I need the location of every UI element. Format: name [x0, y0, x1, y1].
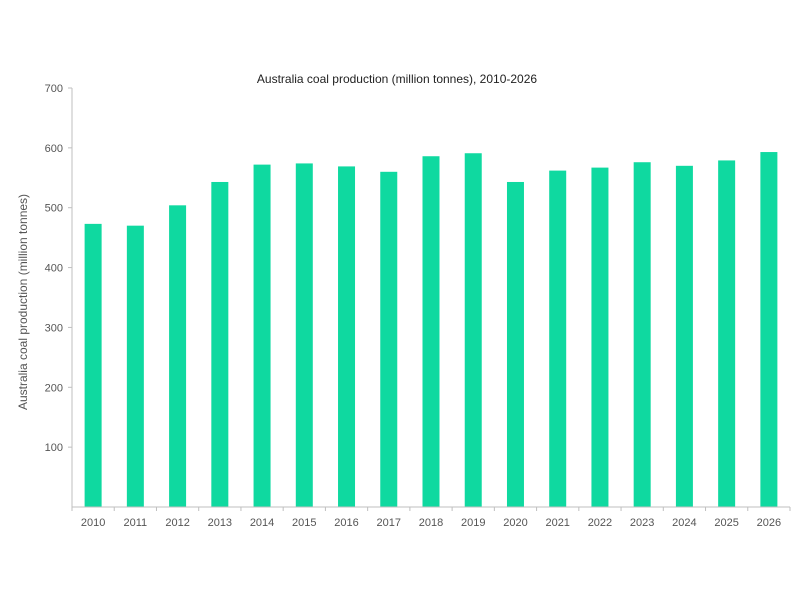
bars-group: [84, 152, 778, 508]
y-tick-label: 300: [45, 322, 63, 334]
x-tick-label: 2022: [588, 517, 612, 529]
x-tick-label: 2021: [545, 517, 569, 529]
bar-2023: [633, 162, 651, 508]
x-tick-label: 2019: [461, 517, 485, 529]
x-tick-label: 2024: [672, 517, 696, 529]
bar-2025: [718, 160, 736, 508]
x-tick-label: 2017: [377, 517, 401, 529]
bar-2016: [338, 166, 356, 508]
x-tick-label: 2023: [630, 517, 654, 529]
x-tick-label: 2015: [292, 517, 316, 529]
x-tick-label: 2011: [124, 517, 148, 529]
x-tick-label: 2010: [81, 517, 105, 529]
bar-2026: [760, 152, 778, 507]
x-axis: 2010 2011 2012 2013 2014 2015 2016 2017 2018 2019…: [71, 507, 791, 529]
bar-2021: [549, 170, 567, 508]
y-tick-label: 600: [45, 143, 63, 155]
bar-2018: [422, 156, 440, 508]
bar-2019: [464, 153, 482, 507]
y-tick-label: 400: [45, 263, 63, 275]
bar-2012: [169, 205, 187, 507]
bar-2010: [84, 223, 102, 507]
y-tick-label: 700: [45, 83, 63, 95]
bar-2013: [211, 181, 229, 507]
chart-title: Australia coal production (million tonne…: [257, 72, 537, 86]
x-tick-label: 2025: [714, 517, 738, 529]
bar-2011: [126, 225, 144, 507]
bar-2022: [591, 167, 609, 508]
x-tick-label: 2014: [250, 517, 274, 529]
bar-2014: [253, 164, 271, 508]
x-tick-label: 2012: [165, 517, 189, 529]
x-tick-label: 2018: [419, 517, 443, 529]
x-tick-label: 2026: [757, 517, 781, 529]
bar-2015: [295, 163, 313, 508]
x-tick-label: 2020: [503, 517, 527, 529]
y-tick-label: 100: [45, 442, 63, 454]
x-tick-label: 2016: [334, 517, 358, 529]
bar-2017: [380, 171, 398, 508]
y-axis-label: Australia coal production (million tonne…: [16, 194, 30, 410]
y-axis: 100 200 300 400 500 600 700: [45, 83, 72, 454]
y-tick-label: 200: [45, 382, 63, 394]
y-tick-label: 500: [45, 203, 63, 215]
bar-2024: [675, 165, 693, 508]
x-tick-label: 2013: [208, 517, 232, 529]
bar-2020: [506, 181, 524, 507]
